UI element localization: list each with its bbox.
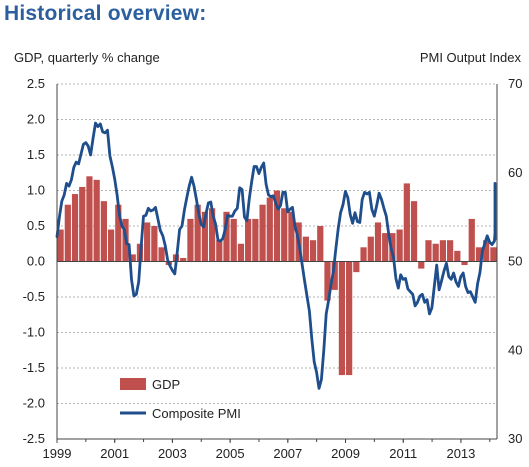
gdp-bar: [93, 179, 100, 262]
pmi-line: [55, 121, 497, 390]
gdp-bar: [79, 186, 86, 262]
x-tick-label: 2005: [216, 446, 245, 461]
gdp-bar: [302, 236, 309, 262]
gdp-bar: [129, 254, 136, 262]
gdp-bar: [86, 176, 93, 262]
gdp-bar: [425, 240, 432, 262]
pmi-line-group: [55, 121, 497, 390]
y-left-tick-label: 1.5: [27, 147, 45, 162]
x-tick-label: 2001: [100, 446, 129, 461]
gdp-bar: [389, 233, 396, 262]
gdp-bar: [237, 243, 245, 262]
y-right-tick-label: 30: [508, 431, 522, 446]
gdp-bar: [187, 218, 194, 262]
right-axis-title: PMI Output Index: [419, 50, 521, 65]
x-tick-label: 2013: [446, 446, 475, 461]
gdp-bar: [410, 201, 418, 262]
gdp-bar: [353, 261, 360, 273]
gdp-bar: [468, 218, 475, 262]
gdp-bar: [216, 240, 223, 262]
gdp-bar: [382, 233, 389, 262]
gdp-bar: [439, 240, 447, 262]
gdp-bar: [158, 247, 165, 262]
gdp-bar: [64, 204, 71, 262]
gdp-bar: [418, 261, 425, 269]
gdp-bar: [245, 218, 252, 262]
gdp-bar: [107, 229, 115, 262]
gdp-bar: [447, 240, 454, 262]
gdp-bar: [360, 247, 367, 262]
gdp-bar: [396, 229, 403, 262]
gdp-bar: [115, 204, 122, 262]
y-left-tick-label: -1.0: [23, 325, 45, 340]
gdp-bar: [144, 222, 151, 262]
left-axis-title: GDP, quarterly % change: [14, 50, 160, 65]
gdp-bar: [259, 204, 266, 262]
gdp-bar: [180, 257, 187, 262]
legend: GDP Composite PMI: [120, 377, 241, 421]
gdp-bar: [194, 204, 201, 262]
page-title: Historical overview:: [4, 2, 207, 25]
gdp-bar: [100, 201, 107, 262]
gdp-bar: [223, 211, 230, 262]
y-right-tick-label: 60: [508, 165, 522, 180]
gdp-bar: [201, 211, 208, 262]
y-right-tick-label: 50: [508, 254, 522, 269]
x-tick-label: 1999: [43, 446, 72, 461]
grid-lines: [57, 83, 497, 404]
gdp-bar: [151, 226, 158, 262]
legend-label-gdp: GDP: [152, 377, 180, 392]
gdp-bar: [252, 218, 259, 262]
y-left-tick-label: 0.5: [27, 218, 45, 233]
y-left-tick-label: -1.5: [23, 360, 45, 375]
gdp-bar: [288, 211, 295, 262]
y-right-tick-label: 40: [508, 342, 522, 357]
gdp-bar: [266, 197, 273, 262]
axes: 2.5 2.0 1.5 1.0 0.5 0.0 -0.5 -1.0 -1.5 -2.0 -2.5 70…: [23, 76, 523, 461]
gdp-bar: [338, 261, 346, 376]
gdp-bar: [57, 229, 64, 262]
gdp-bar: [367, 236, 374, 262]
y-left-tick-label: 0.0: [27, 254, 45, 269]
y-left-tick-label: 1.0: [27, 183, 45, 198]
y-left-tick-label: -2.0: [23, 396, 45, 411]
gdp-bar: [309, 240, 317, 262]
gdp-bar: [490, 247, 497, 262]
legend-swatch-gdp: [120, 378, 146, 390]
gdp-bar: [346, 261, 353, 376]
x-tick-label: 2003: [158, 446, 187, 461]
gdp-bar: [273, 190, 281, 262]
gdp-bar: [483, 240, 490, 262]
gdp-bar: [461, 261, 468, 266]
x-tick-label: 2007: [273, 446, 302, 461]
gdp-bar: [454, 250, 461, 262]
y-left-tick-label: 2.0: [27, 112, 45, 127]
gdp-bar: [331, 261, 338, 290]
legend-label-pmi: Composite PMI: [152, 406, 241, 421]
gdp-bar: [475, 247, 483, 262]
gdp-bar: [403, 183, 410, 262]
gdp-bars: [57, 176, 497, 376]
gdp-bar: [71, 194, 79, 262]
y-left-tick-label: -0.5: [23, 289, 45, 304]
gdp-bar: [230, 218, 237, 262]
x-tick-label: 2009: [331, 446, 360, 461]
gdp-bar: [374, 222, 382, 262]
y-right-tick-label: 70: [508, 76, 522, 91]
gdp-bar: [208, 208, 216, 262]
y-left-tick-label: 2.5: [27, 76, 45, 91]
gdp-bar: [432, 243, 439, 262]
gdp-bar: [324, 261, 331, 301]
gdp-bar: [281, 208, 288, 262]
x-tick-label: 2011: [389, 446, 417, 461]
y-left-tick-label: -2.5: [23, 431, 45, 446]
gdp-bar: [317, 226, 324, 262]
